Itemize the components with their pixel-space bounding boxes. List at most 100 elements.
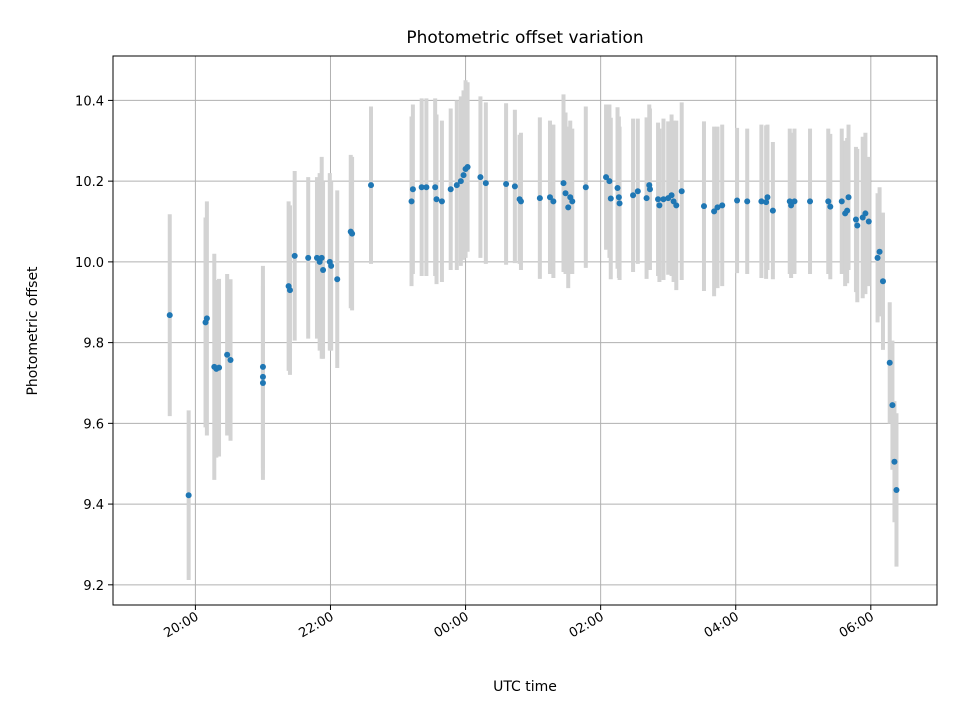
data-point (259, 373, 266, 380)
data-point (227, 356, 234, 363)
data-point (408, 198, 415, 205)
data-point (259, 379, 266, 386)
data-point (616, 200, 623, 207)
data-point (216, 364, 223, 371)
data-point (482, 180, 489, 187)
data-point (259, 363, 266, 370)
data-point (852, 216, 859, 223)
data-point (550, 198, 557, 205)
data-points (166, 164, 900, 499)
data-point (630, 192, 637, 199)
y-tick-label: 10.2 (75, 175, 104, 190)
data-point (409, 186, 416, 193)
data-point (562, 190, 569, 197)
y-tick-label: 10.4 (75, 94, 104, 109)
data-point (807, 198, 814, 205)
y-axis-ticks: 9.2 9.4 9.6 9.8 10.0 10.2 10.4 (75, 94, 113, 594)
data-point (854, 222, 861, 229)
data-point (569, 198, 576, 205)
data-point (788, 202, 795, 209)
data-point (565, 204, 572, 211)
data-point (891, 458, 898, 465)
y-tick-label: 9.8 (83, 337, 104, 352)
data-point (560, 180, 567, 187)
data-point (185, 492, 192, 499)
data-point (438, 198, 445, 205)
data-point (447, 186, 454, 193)
data-point (418, 184, 425, 191)
data-point (457, 178, 464, 185)
data-point (368, 182, 375, 189)
data-point (764, 194, 771, 201)
data-point (874, 254, 881, 261)
data-point (678, 188, 685, 195)
data-point (668, 192, 675, 199)
y-axis-label: Photometric offset (25, 266, 41, 396)
data-point (432, 184, 439, 191)
data-point (862, 210, 869, 217)
data-point (865, 218, 872, 225)
data-point (460, 172, 467, 179)
data-point (477, 174, 484, 181)
data-point (643, 195, 650, 202)
data-point (607, 195, 614, 202)
data-point (769, 207, 776, 214)
y-tick-label: 9.6 (83, 417, 104, 432)
data-point (286, 287, 293, 294)
data-point (349, 230, 356, 237)
data-point (464, 164, 471, 171)
data-point (305, 254, 312, 261)
data-point (614, 185, 621, 192)
data-point (673, 202, 680, 209)
data-point (758, 198, 765, 205)
data-point (511, 183, 518, 190)
data-point (655, 196, 662, 203)
data-point (889, 402, 896, 409)
data-point (893, 486, 900, 493)
data-point (634, 188, 641, 195)
data-point (825, 198, 832, 205)
data-point (166, 312, 173, 319)
data-point (886, 359, 893, 366)
data-point (827, 203, 834, 210)
data-point (763, 199, 770, 206)
data-point (838, 198, 845, 205)
data-point (660, 196, 667, 203)
data-point (503, 180, 510, 187)
data-point (328, 262, 335, 269)
data-point (453, 182, 460, 189)
data-point (719, 202, 726, 209)
chart-title: Photometric offset variation (406, 28, 643, 48)
data-point (876, 248, 883, 255)
data-point (582, 184, 589, 191)
data-point (603, 174, 610, 181)
y-tick-label: 9.4 (83, 498, 104, 513)
data-point (334, 276, 341, 283)
y-tick-label: 10.0 (75, 256, 104, 271)
plot-frame (112, 55, 938, 606)
data-point (606, 178, 613, 185)
data-point (714, 204, 721, 211)
data-point (879, 278, 886, 285)
data-point (203, 315, 210, 322)
data-point (744, 198, 751, 205)
data-point (517, 198, 524, 205)
data-point (734, 197, 741, 204)
data-point (433, 196, 440, 203)
data-point (791, 198, 798, 205)
data-point (423, 184, 430, 191)
data-point (711, 208, 718, 215)
data-point (656, 202, 663, 209)
data-point (615, 194, 622, 201)
y-tick-label: 9.2 (83, 579, 104, 594)
x-axis-label: UTC time (493, 679, 557, 695)
data-point (700, 203, 707, 210)
data-point (224, 351, 231, 358)
data-point (845, 194, 852, 201)
data-point (318, 254, 325, 261)
data-point (536, 195, 543, 202)
data-point (291, 252, 298, 259)
data-point (320, 266, 327, 273)
data-point (546, 194, 553, 201)
